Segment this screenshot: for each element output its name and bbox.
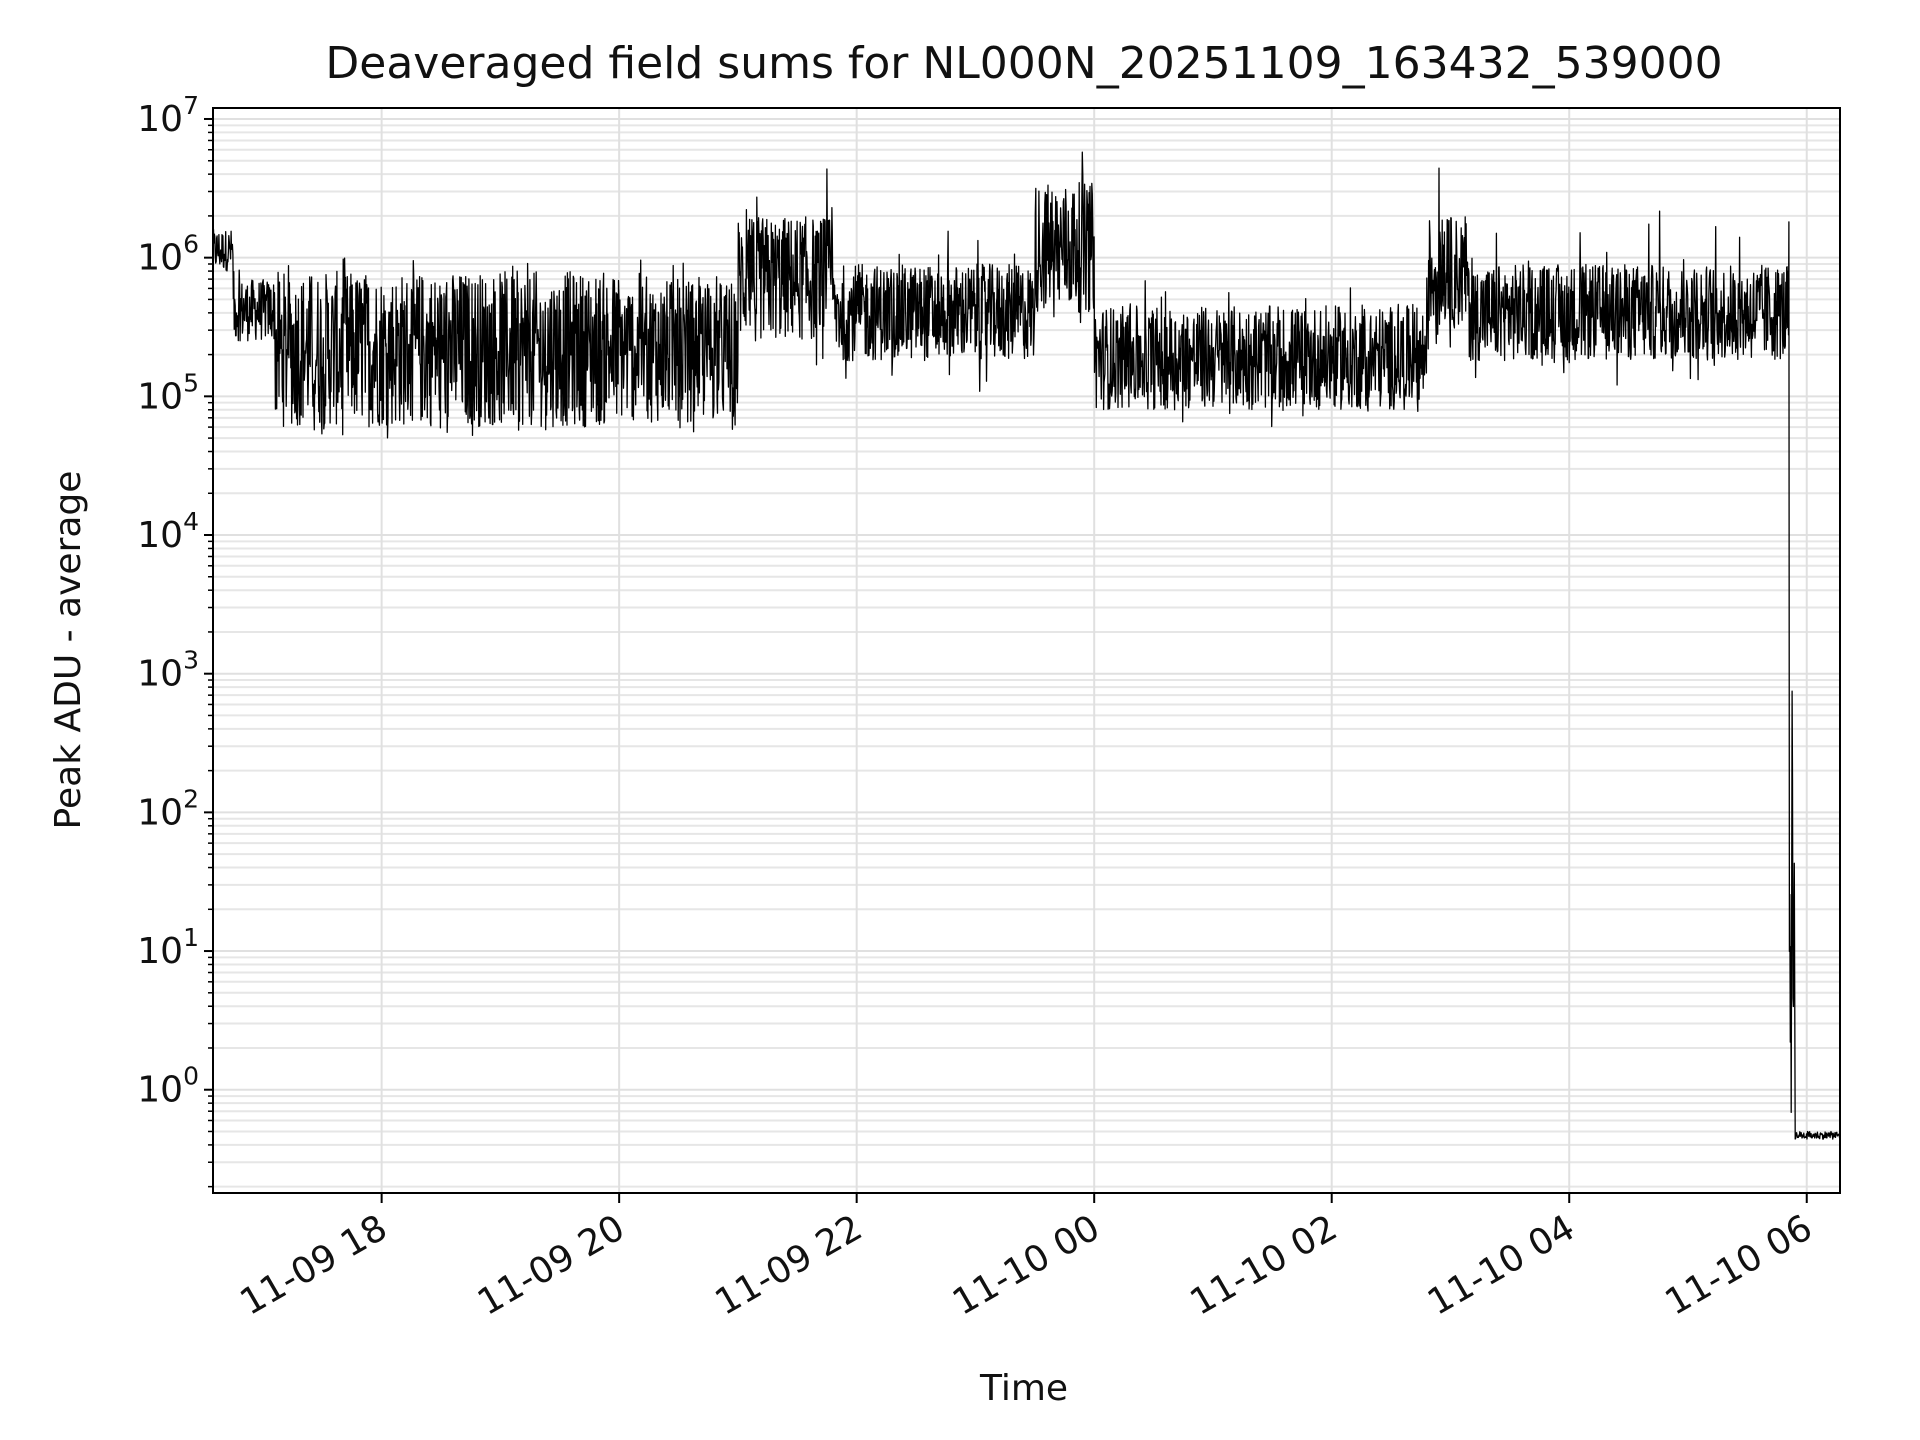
- y-tick-label: 104: [137, 507, 199, 556]
- chart-title: Deaveraged field sums for NL000N_2025110…: [325, 38, 1722, 89]
- y-tick-label: 105: [137, 368, 199, 417]
- plot-frame: [212, 107, 1841, 1194]
- x-tick-label: 11-10 02: [1184, 1207, 1345, 1323]
- y-axis: 100 101 102 103 104 105 106 107: [137, 91, 213, 1188]
- data-series: [212, 151, 1841, 1140]
- x-axis: 11-09 18 11-09 20 11-09 22 11-10 00 11-10 02…: [233, 1193, 1819, 1324]
- x-axis-label: Time: [979, 1368, 1068, 1409]
- y-axis-label: Peak ADU - average: [48, 471, 89, 830]
- series-line: [212, 151, 1841, 1140]
- y-tick-label: 100: [137, 1062, 199, 1111]
- y-tick-label: 106: [137, 230, 199, 279]
- y-tick-label: 102: [137, 784, 199, 833]
- x-tick-label: 11-10 06: [1659, 1207, 1820, 1323]
- grid: [213, 108, 1840, 1193]
- y-tick-label: 107: [137, 91, 199, 140]
- x-tick-label: 11-09 22: [709, 1207, 870, 1323]
- x-tick-label: 11-10 00: [946, 1207, 1107, 1323]
- y-tick-label: 103: [137, 646, 199, 695]
- x-tick-label: 11-09 18: [233, 1207, 394, 1323]
- y-tick-label: 101: [137, 923, 199, 972]
- x-tick-label: 11-09 20: [471, 1207, 632, 1323]
- x-tick-label: 11-10 04: [1421, 1207, 1582, 1323]
